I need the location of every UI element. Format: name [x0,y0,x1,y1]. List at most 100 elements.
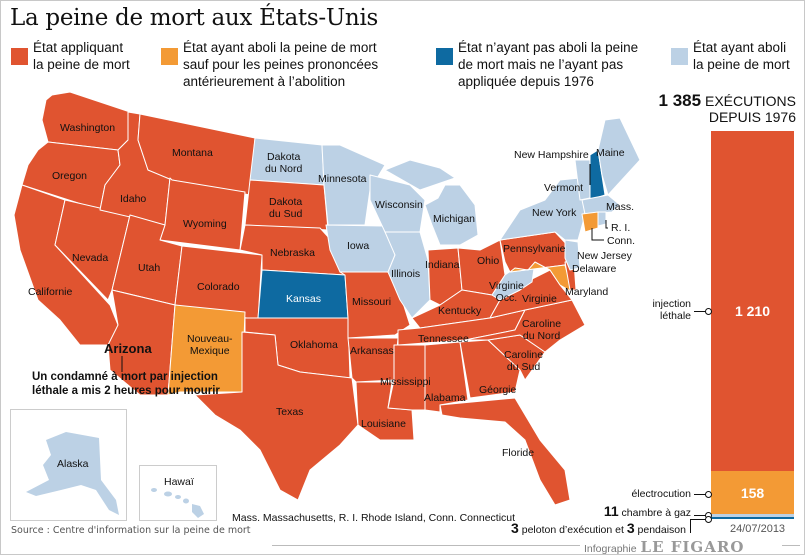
legend-text: sauf pour les peines prononcées [183,57,379,72]
state-rhode-island[interactable] [597,211,607,227]
legend-text: État ayant aboli la peine de mort [183,40,377,55]
label-north-dakota: Dakota du Nord [265,151,302,175]
label-line: Mexique [189,345,230,357]
total-caption-2: DEPUIS 1976 [708,109,796,125]
state-arkansas[interactable] [347,337,399,383]
label-connecticut: Conn. [607,235,636,247]
label-line: Occ. [495,292,518,304]
bar-segment-injection [711,131,794,471]
label-new-hampshire: New Hampshire [514,149,589,161]
label-line: Virginie [489,280,524,292]
firing-count: 3 [511,520,519,536]
legend-text: antérieurement à l’abolition [183,74,346,89]
label-massachusetts: Mass. [606,201,635,213]
label-line: du Sud [269,208,303,220]
label-south-carolina: Caroline du Sud [504,349,543,373]
label-new-jersey: New Jersey [577,250,632,262]
label-line: du Nord [265,163,303,175]
label-line: Caroline [504,349,544,361]
label-georgia: Géorgie [479,384,517,396]
publication-date: 24/07/2013 [730,523,786,535]
source-note: Source : Centre d'information sur la pei… [11,525,251,536]
legend-text: la peine de mort [693,57,790,72]
label-north-carolina: Caroline du Nord [522,318,561,342]
label-alabama: Alabama [424,392,466,404]
label-nevada: Nevada [72,252,109,264]
footer-rule [272,545,580,546]
hanging-count: 3 [626,520,635,536]
label-florida: Floride [502,447,535,459]
legend-text: appliquée depuis 1976 [458,74,594,89]
state-maine[interactable] [597,117,641,196]
label-texas: Texas [276,406,304,418]
state-massachusetts[interactable] [581,194,621,215]
legend-item-applying: État appliquant la peine de mort [33,39,130,73]
leader-firing-hanging [690,519,706,520]
legend-text: État ayant aboli [693,40,787,55]
label-kansas: Kansas [286,293,322,305]
state-texas[interactable] [194,331,359,501]
method-label: injection [652,298,691,310]
label-south-dakota: Dakota du Sud [269,196,302,220]
state-connecticut[interactable] [581,211,599,233]
method-firing-hanging: 3 peloton d’exécution et 3 pendaison [511,520,686,536]
label-louisiana: Louisiane [361,418,406,430]
label-nebraska: Nebraska [270,247,315,259]
legend-swatch-not-applied [436,48,453,65]
hawaii-shape[interactable] [140,466,216,520]
bar-value-electrocution: 158 [740,485,765,501]
label-tennessee: Tennessee [418,333,469,345]
legend-item-abolished: État ayant aboli la peine de mort [693,39,790,73]
label-oregon: Oregon [52,170,88,182]
legend-swatch-abolished [671,48,688,65]
gas-label: chambre à gaz [618,507,691,519]
label-line: du Sud [506,361,541,373]
label-pennsylvania: Pennsylvanie [503,243,566,255]
state-new-jersey[interactable] [564,239,581,271]
state-michigan-upper[interactable] [384,159,456,191]
label-illinois: Illinois [391,268,421,280]
executions-total: 1 385 EXÉCUTIONS DEPUIS 1976 [659,92,796,125]
label-wyoming: Wyoming [183,218,227,230]
legend-item-not-applied: État n’ayant pas aboli la peine de mort … [458,39,638,90]
legend-text: État n’ayant pas aboli la peine [458,40,639,55]
label-vermont: Vermont [544,182,584,194]
inset-alaska: Alaska [10,409,127,521]
leader-injection [694,311,706,312]
state-new-mexico[interactable] [167,304,246,396]
legend-text: la peine de mort [33,57,130,72]
state-washington[interactable] [41,91,131,151]
label-california: Californie [28,286,73,298]
method-electrocution: électrocution [631,488,691,500]
annotation-line: Un condamné à mort par injection [32,371,218,383]
alaska-shape[interactable] [11,410,126,520]
label-kentucky: Kentucky [438,305,482,317]
annotation-line: léthale a mis 2 heures pour mourir [32,385,220,397]
label-maryland: Maryland [565,286,609,298]
credit: Infographie LE FIGARO [584,538,744,556]
label-idaho: Idaho [120,193,147,205]
inset-hawaii: Hawaï [139,465,217,521]
label-virginia: Virginie [522,293,557,305]
state-louisiana[interactable] [355,381,415,441]
arizona-annotation: Un condamné à mort par injection léthale… [32,370,220,398]
label-iowa: Iowa [347,240,370,252]
state-north-carolina[interactable] [464,299,586,353]
label-delaware: Delaware [572,263,617,275]
label-line: Caroline [522,318,562,330]
legend-text: État appliquant [33,40,124,55]
marker-electrocution [705,491,712,498]
label-arkansas: Arkansas [350,345,394,357]
hanging-label: pendaison [634,524,686,536]
state-florida[interactable] [439,397,571,506]
footer-rule-right [782,545,800,546]
state-minnesota[interactable] [321,144,386,226]
total-caption: EXÉCUTIONS [704,93,796,109]
label-mississippi: Mississippi [380,376,431,388]
label-minnesota: Minnesota [318,173,367,185]
page-title: La peine de mort aux États-Unis [10,5,378,31]
state-michigan[interactable] [424,184,479,246]
label-wisconsin: Wisconsin [375,199,423,211]
legend-text: de mort mais ne l’ayant pas [458,57,624,72]
